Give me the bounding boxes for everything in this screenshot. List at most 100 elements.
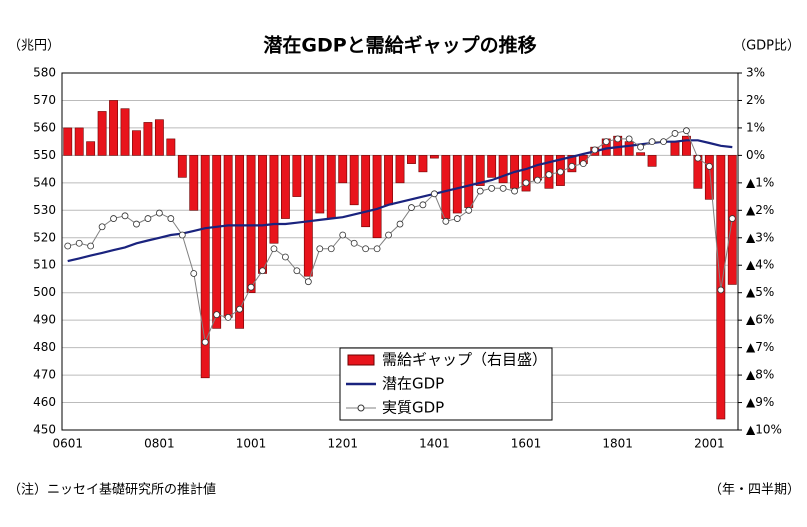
point bbox=[614, 135, 622, 143]
y-tick-label: 580 bbox=[33, 66, 56, 80]
bar bbox=[361, 155, 371, 228]
point bbox=[408, 204, 415, 211]
bar bbox=[338, 155, 348, 184]
bar bbox=[624, 141, 634, 156]
bar bbox=[452, 155, 462, 214]
bar bbox=[269, 155, 279, 244]
bar bbox=[189, 155, 199, 211]
y2-tick-label: ▲5% bbox=[746, 285, 774, 299]
y2-tick-label: ▲7% bbox=[746, 340, 774, 354]
point bbox=[282, 253, 289, 261]
point bbox=[339, 231, 347, 239]
point bbox=[511, 187, 518, 195]
y2-tick-label: 3% bbox=[746, 66, 765, 80]
point bbox=[270, 245, 278, 253]
bar bbox=[407, 155, 416, 164]
y-tick-label: 490 bbox=[33, 313, 56, 327]
bar bbox=[464, 155, 474, 208]
y-tick-label: 560 bbox=[33, 120, 56, 134]
chart-title: 潜在GDPと需給ギャップの推移 bbox=[263, 34, 536, 57]
point bbox=[327, 245, 335, 253]
point bbox=[293, 267, 301, 275]
point bbox=[98, 223, 106, 231]
bar bbox=[636, 152, 646, 156]
bar bbox=[429, 155, 439, 159]
y2-tick-label: ▲10% bbox=[746, 423, 782, 437]
point bbox=[694, 154, 702, 162]
legend-marker bbox=[357, 404, 365, 412]
x-tick-label: 1601 bbox=[511, 437, 542, 451]
bar bbox=[74, 127, 84, 156]
x-tick-label: 0601 bbox=[52, 437, 83, 451]
point bbox=[247, 283, 255, 291]
bar bbox=[280, 155, 290, 219]
point bbox=[453, 215, 461, 222]
x-tick-label: 1401 bbox=[419, 437, 450, 451]
bar bbox=[97, 111, 107, 156]
bar bbox=[521, 155, 531, 192]
point bbox=[419, 201, 427, 209]
bar bbox=[86, 141, 96, 156]
bar bbox=[120, 108, 130, 156]
legend-label: 実質GDP bbox=[382, 399, 444, 417]
point bbox=[465, 206, 473, 214]
point bbox=[442, 217, 450, 225]
point bbox=[64, 242, 72, 250]
x-tick-label: 0801 bbox=[144, 437, 175, 451]
point bbox=[579, 160, 587, 168]
point bbox=[259, 267, 266, 275]
point bbox=[557, 168, 564, 176]
y2-axis-label: （GDP比） bbox=[733, 39, 800, 54]
bar bbox=[292, 155, 302, 197]
bar bbox=[200, 155, 210, 379]
y-tick-label: 520 bbox=[33, 230, 56, 244]
point bbox=[385, 231, 392, 239]
point bbox=[133, 220, 140, 228]
bar bbox=[303, 155, 313, 277]
bar bbox=[143, 122, 153, 156]
y2-tick-label: ▲4% bbox=[746, 258, 774, 272]
bar bbox=[487, 155, 497, 178]
point bbox=[705, 162, 713, 170]
bar bbox=[475, 155, 485, 186]
bar bbox=[533, 155, 542, 181]
point bbox=[201, 338, 209, 346]
x-tick-label: 1201 bbox=[327, 437, 358, 451]
bar bbox=[349, 155, 359, 206]
point bbox=[87, 242, 95, 250]
y2-tick-label: ▲2% bbox=[746, 203, 774, 217]
point bbox=[178, 231, 186, 239]
bar bbox=[384, 155, 393, 206]
y2-tick-label: ▲3% bbox=[746, 230, 774, 244]
bar bbox=[177, 155, 187, 178]
point bbox=[396, 220, 404, 228]
y-tick-label: 530 bbox=[33, 203, 56, 217]
y-axis-label: （兆円） bbox=[8, 39, 60, 54]
bar bbox=[441, 155, 451, 219]
bar bbox=[704, 155, 714, 200]
point bbox=[224, 314, 232, 321]
legend-label: 需給ギャップ（右目盛） bbox=[382, 351, 547, 369]
point bbox=[568, 162, 576, 170]
point bbox=[488, 184, 496, 192]
y-tick-label: 450 bbox=[33, 423, 56, 437]
point bbox=[430, 190, 438, 198]
point bbox=[373, 245, 381, 253]
line bbox=[67, 139, 733, 263]
point bbox=[213, 311, 221, 319]
point bbox=[660, 138, 667, 146]
bar bbox=[223, 155, 233, 318]
point bbox=[304, 278, 312, 286]
point bbox=[717, 286, 725, 294]
point bbox=[110, 215, 117, 222]
bar bbox=[63, 127, 73, 156]
point bbox=[155, 209, 163, 217]
point bbox=[545, 171, 553, 179]
point bbox=[683, 127, 690, 135]
legend-swatch bbox=[347, 354, 375, 366]
note: （注）ニッセイ基礎研究所の推計値 bbox=[8, 482, 216, 498]
y2-tick-label: ▲1% bbox=[746, 175, 774, 189]
point bbox=[591, 146, 599, 154]
x-tick-label: 2001 bbox=[694, 437, 725, 451]
y2-tick-label: ▲6% bbox=[746, 313, 774, 327]
